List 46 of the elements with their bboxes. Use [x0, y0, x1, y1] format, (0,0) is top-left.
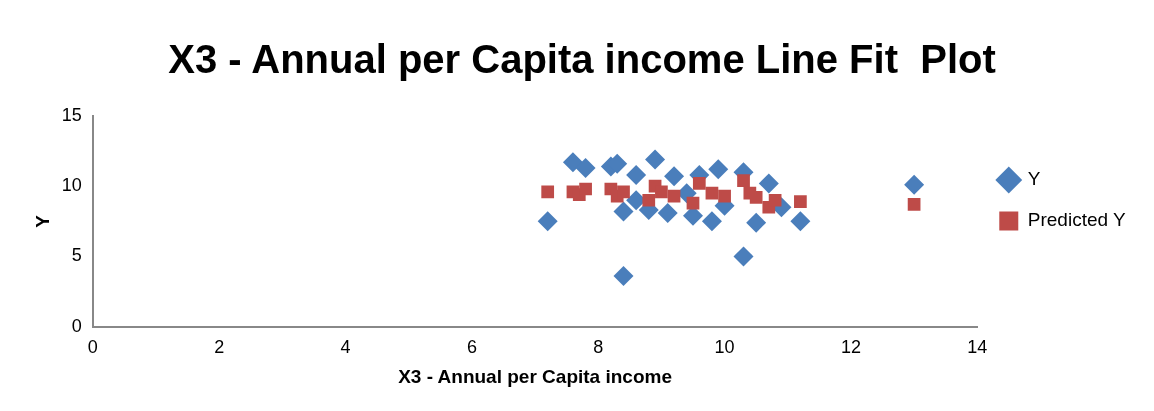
- chart-title: X3 - Annual per Capita income Line Fit Plot: [168, 37, 996, 82]
- point: [613, 201, 634, 222]
- point: [718, 189, 731, 203]
- point: [749, 191, 763, 204]
- x-tick-label: 8: [593, 337, 604, 358]
- point: [541, 185, 555, 199]
- x-tick-label: 4: [340, 337, 351, 358]
- point: [626, 164, 647, 185]
- point: [701, 211, 722, 232]
- point: [904, 174, 925, 195]
- point: [708, 159, 729, 180]
- y-tick-label: 15: [61, 104, 82, 125]
- point: [575, 157, 596, 178]
- point: [579, 182, 592, 196]
- point: [758, 173, 779, 194]
- point: [733, 246, 754, 267]
- point: [705, 186, 719, 200]
- x-tick-label: 12: [840, 337, 861, 358]
- x-tick-label: 2: [214, 337, 225, 358]
- point: [617, 185, 630, 199]
- y-tick-label: 5: [71, 245, 82, 266]
- point: [645, 149, 666, 170]
- point: [790, 211, 811, 232]
- point: [768, 193, 782, 207]
- point: [794, 195, 807, 209]
- x-axis-title: X3 - Annual per Capita income: [398, 365, 672, 387]
- legend-label: Y: [1027, 168, 1041, 190]
- point: [537, 211, 558, 232]
- point: [657, 202, 678, 223]
- x-tick-label: 14: [967, 337, 988, 358]
- point: [562, 152, 583, 173]
- point: [746, 212, 767, 233]
- point: [655, 185, 668, 199]
- point: [642, 193, 656, 207]
- point: [907, 198, 921, 211]
- x-tick-label: 0: [87, 337, 98, 358]
- y-tick-label: 10: [61, 175, 82, 196]
- x-tick-label: 6: [466, 337, 477, 358]
- legend-label: Predicted Y: [1027, 209, 1126, 231]
- point: [692, 177, 706, 190]
- point: [737, 174, 750, 187]
- point: [613, 266, 634, 287]
- y-axis-title: Y: [31, 214, 53, 228]
- y-tick-label: 0: [71, 315, 82, 336]
- x-tick-label: 10: [714, 337, 735, 358]
- point: [664, 166, 685, 187]
